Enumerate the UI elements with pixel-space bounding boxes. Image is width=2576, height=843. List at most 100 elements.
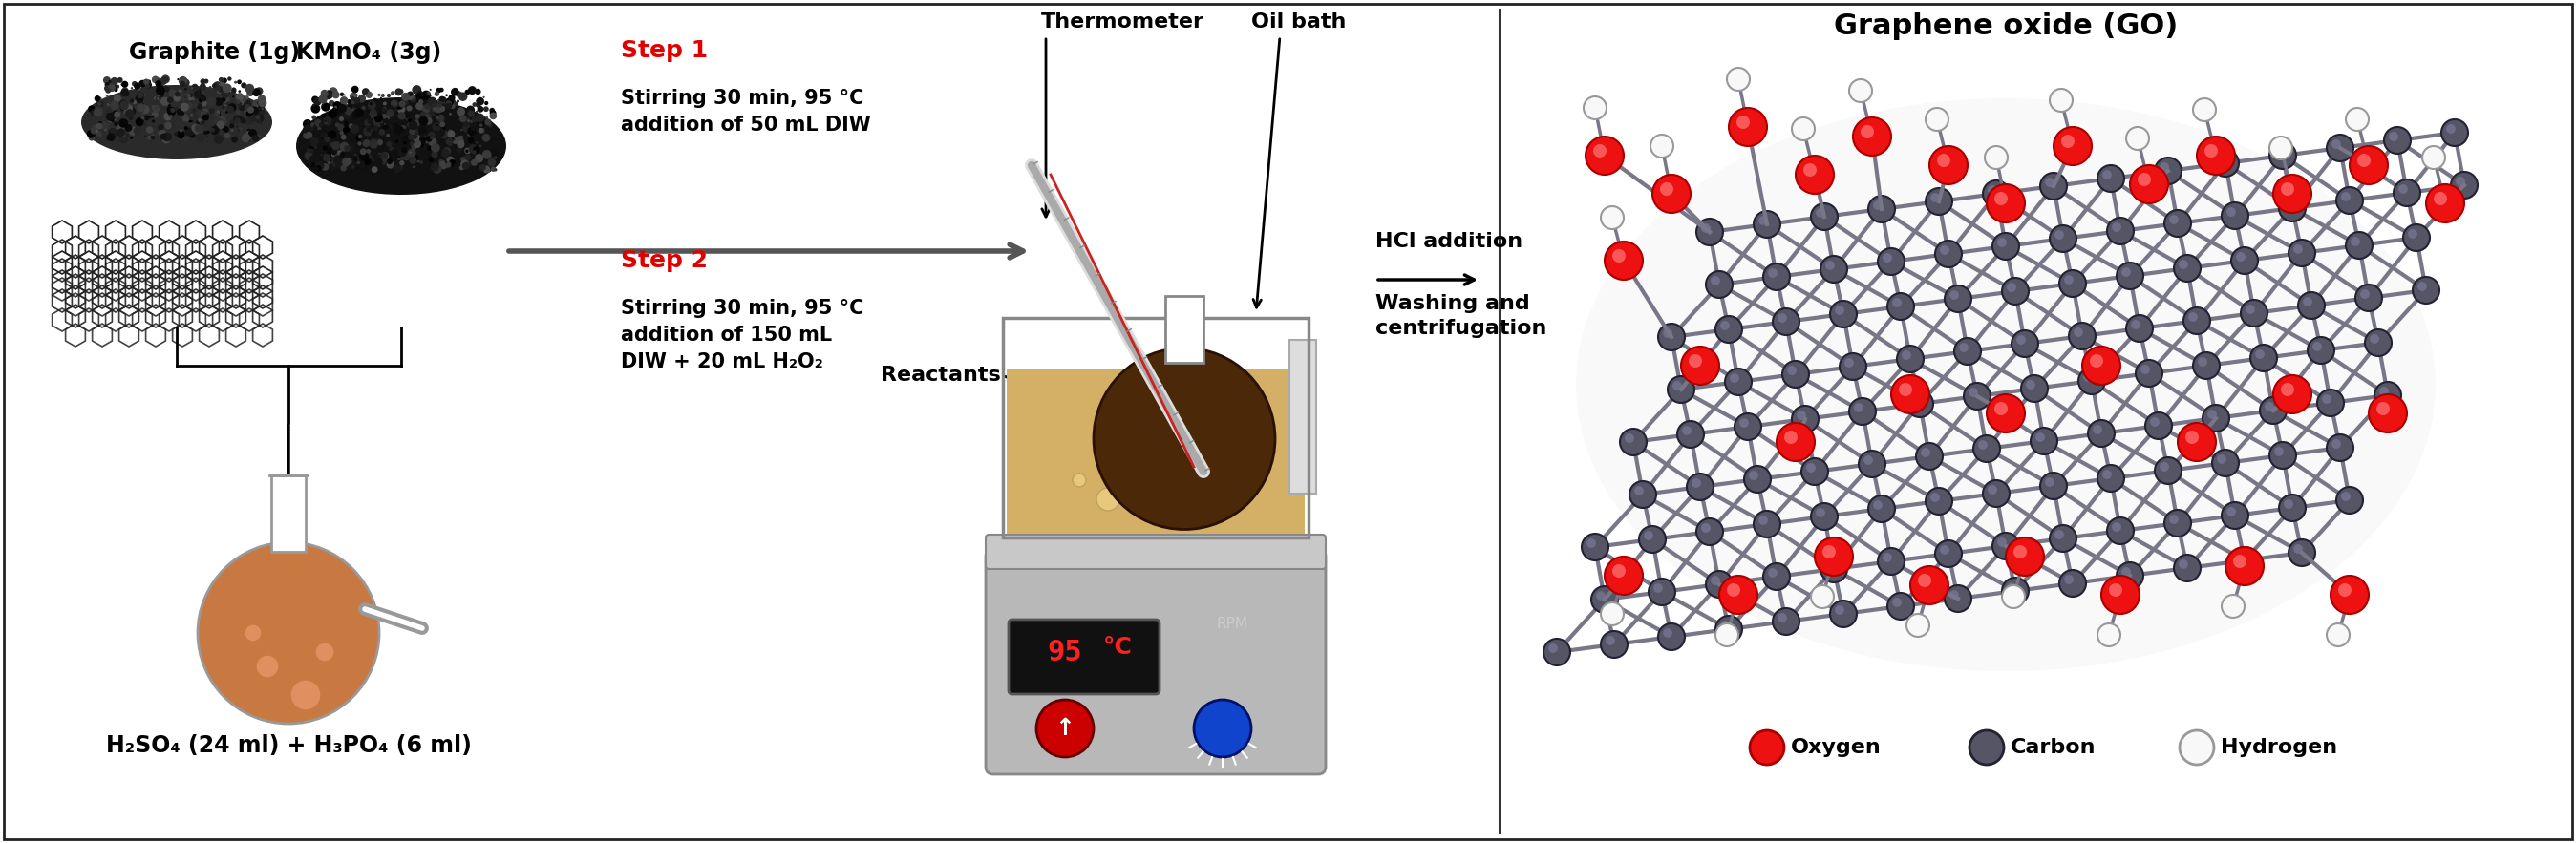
- Circle shape: [471, 150, 477, 154]
- Circle shape: [309, 123, 314, 127]
- Circle shape: [108, 131, 113, 135]
- Circle shape: [137, 104, 144, 112]
- Circle shape: [1625, 433, 1633, 443]
- Circle shape: [397, 158, 402, 160]
- Circle shape: [137, 107, 144, 114]
- Circle shape: [2285, 200, 2293, 209]
- Circle shape: [335, 117, 340, 121]
- Circle shape: [175, 108, 180, 113]
- Circle shape: [1991, 533, 2020, 560]
- Circle shape: [2409, 229, 2416, 239]
- Circle shape: [224, 104, 227, 107]
- Circle shape: [335, 122, 340, 127]
- Circle shape: [1672, 381, 1682, 390]
- Circle shape: [428, 137, 438, 146]
- Text: KMnO₄ (3g): KMnO₄ (3g): [296, 41, 440, 64]
- Circle shape: [456, 91, 464, 98]
- Circle shape: [93, 109, 103, 117]
- Circle shape: [222, 96, 229, 103]
- Circle shape: [108, 100, 111, 105]
- Circle shape: [93, 125, 95, 128]
- Circle shape: [376, 123, 384, 132]
- Circle shape: [355, 89, 358, 92]
- Circle shape: [425, 136, 433, 142]
- Circle shape: [314, 166, 319, 172]
- Circle shape: [428, 94, 430, 97]
- Circle shape: [335, 142, 340, 146]
- Circle shape: [198, 87, 204, 93]
- Circle shape: [446, 98, 456, 106]
- Circle shape: [1929, 193, 1940, 202]
- FancyBboxPatch shape: [270, 475, 307, 552]
- Circle shape: [1986, 185, 2025, 223]
- Circle shape: [404, 115, 410, 121]
- Circle shape: [487, 158, 497, 167]
- Circle shape: [337, 104, 348, 113]
- Circle shape: [420, 143, 425, 148]
- Circle shape: [144, 115, 149, 121]
- Circle shape: [2403, 224, 2429, 251]
- Circle shape: [325, 90, 332, 99]
- Circle shape: [2056, 230, 2063, 239]
- Circle shape: [350, 99, 355, 105]
- Circle shape: [198, 89, 204, 95]
- Circle shape: [121, 87, 129, 94]
- Circle shape: [355, 108, 363, 117]
- Circle shape: [160, 133, 167, 140]
- Circle shape: [162, 76, 167, 82]
- Circle shape: [2058, 270, 2087, 297]
- Circle shape: [191, 83, 198, 90]
- Circle shape: [2370, 395, 2406, 432]
- Circle shape: [139, 97, 144, 103]
- Circle shape: [2169, 215, 2179, 224]
- Circle shape: [227, 77, 232, 81]
- Circle shape: [95, 112, 100, 118]
- Circle shape: [2287, 540, 2316, 566]
- Circle shape: [1994, 192, 2007, 205]
- Circle shape: [446, 156, 453, 164]
- Circle shape: [147, 80, 152, 83]
- Circle shape: [381, 114, 386, 119]
- Circle shape: [1654, 583, 1662, 593]
- Circle shape: [307, 132, 312, 139]
- Circle shape: [155, 86, 165, 95]
- Circle shape: [1767, 268, 1777, 277]
- Circle shape: [193, 124, 204, 132]
- Circle shape: [121, 133, 126, 137]
- Circle shape: [178, 76, 188, 85]
- Circle shape: [95, 125, 98, 127]
- Circle shape: [250, 110, 252, 114]
- Circle shape: [1873, 501, 1883, 510]
- Circle shape: [412, 129, 420, 136]
- Circle shape: [95, 123, 103, 130]
- Circle shape: [2275, 148, 2285, 157]
- Circle shape: [2159, 163, 2169, 172]
- Circle shape: [1700, 223, 1710, 233]
- Circle shape: [392, 149, 399, 158]
- Circle shape: [1705, 271, 1734, 298]
- Circle shape: [1899, 383, 1911, 396]
- Circle shape: [327, 131, 337, 139]
- Circle shape: [394, 116, 397, 119]
- Circle shape: [1850, 79, 1873, 102]
- Circle shape: [1772, 309, 1801, 336]
- Circle shape: [147, 136, 152, 140]
- Circle shape: [2342, 491, 2349, 501]
- Circle shape: [183, 132, 191, 141]
- Circle shape: [1860, 451, 1886, 477]
- Circle shape: [322, 116, 332, 126]
- Circle shape: [459, 92, 466, 101]
- Circle shape: [389, 147, 394, 152]
- Circle shape: [198, 132, 201, 136]
- Circle shape: [160, 78, 167, 85]
- Circle shape: [175, 106, 178, 110]
- Circle shape: [258, 95, 265, 103]
- Circle shape: [322, 146, 327, 151]
- Circle shape: [2097, 165, 2125, 192]
- Circle shape: [451, 88, 459, 96]
- Circle shape: [193, 85, 196, 89]
- Circle shape: [384, 102, 386, 105]
- Circle shape: [2280, 182, 2295, 196]
- Circle shape: [348, 145, 350, 149]
- Circle shape: [343, 124, 350, 132]
